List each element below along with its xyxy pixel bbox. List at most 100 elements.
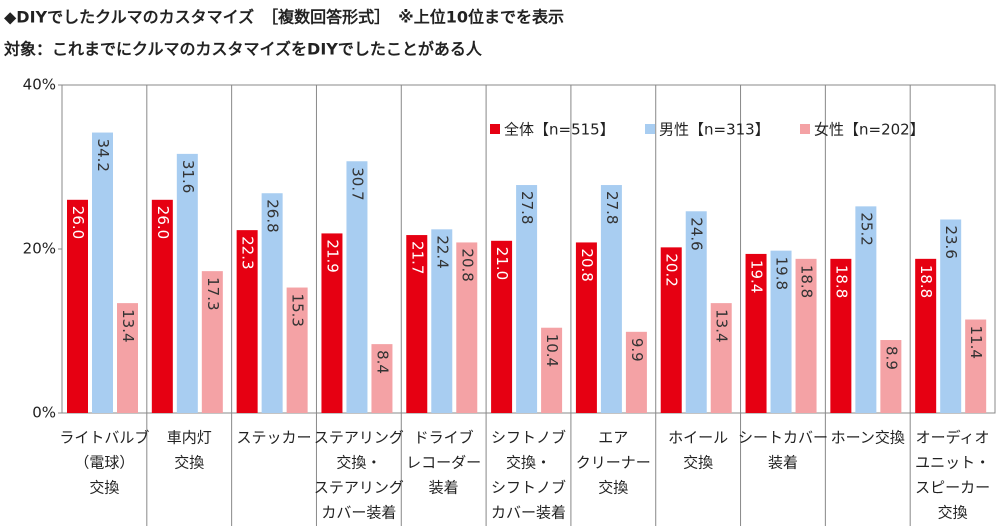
bar	[151, 199, 173, 413]
bar	[915, 258, 937, 413]
value-label: 26.0	[69, 206, 87, 239]
bar	[67, 199, 88, 413]
legend-label: 男性【n=313】	[659, 121, 770, 139]
value-label: 21.0	[493, 247, 511, 280]
bar	[965, 319, 987, 413]
value-label: 21.9	[323, 239, 341, 272]
x-tick-label: ユニット・	[915, 454, 990, 472]
value-label: 26.8	[264, 199, 282, 232]
value-label: 19.4	[748, 260, 766, 293]
bar	[880, 340, 902, 413]
bar	[371, 344, 393, 413]
bar	[286, 287, 308, 413]
x-tick-label: ステッカー	[237, 429, 312, 447]
value-label: 23.6	[942, 225, 960, 258]
value-label: 20.2	[663, 253, 681, 286]
x-tick-label: カバー装着	[321, 504, 396, 522]
y-tick-label: 0%	[32, 404, 56, 422]
x-tick-label: 交換	[174, 454, 204, 472]
value-label: 8.4	[373, 350, 391, 374]
value-label: 20.8	[578, 248, 596, 281]
bar	[346, 161, 368, 413]
x-tick-label: レコーダー	[406, 454, 481, 472]
x-tick-label: 交換	[89, 479, 119, 497]
x-tick-label: 交換・	[336, 454, 381, 472]
bar	[431, 229, 453, 413]
bar	[575, 242, 597, 413]
x-tick-label: カバー装着	[491, 504, 566, 522]
x-tick-label: スピーカー	[915, 479, 990, 497]
x-tick-label: ホイール	[668, 429, 728, 447]
bar	[321, 233, 343, 413]
x-tick-label: ステアリング	[314, 479, 404, 497]
value-label: 15.3	[289, 294, 307, 327]
x-tick-label: シートカバー	[738, 429, 828, 447]
value-label: 18.8	[832, 265, 850, 298]
x-tick-label: ステアリング	[314, 429, 404, 447]
value-label: 34.2	[94, 139, 112, 172]
value-label: 11.4	[967, 326, 985, 359]
legend-swatch	[645, 124, 655, 134]
bar	[855, 206, 877, 413]
value-label: 10.4	[543, 334, 561, 367]
value-label: 25.2	[857, 212, 875, 245]
x-tick-label: 車内灯	[167, 429, 212, 447]
bar	[685, 211, 707, 413]
value-label: 13.4	[119, 309, 137, 342]
value-label: 30.7	[348, 167, 366, 200]
bar	[940, 219, 962, 413]
value-label: 17.3	[204, 277, 222, 310]
legend-swatch	[490, 124, 500, 134]
bar	[541, 327, 563, 413]
bar	[261, 193, 283, 413]
bar	[117, 303, 138, 413]
x-tick-label: 装着	[429, 479, 459, 497]
value-label: 22.3	[239, 236, 257, 269]
x-tick-label: ライトバルブ	[59, 429, 149, 447]
value-label: 24.6	[688, 217, 706, 250]
x-tick-label: クリーナー	[576, 454, 651, 472]
bar	[92, 132, 113, 413]
x-tick-label: シフトノブ	[491, 429, 566, 447]
value-label: 31.6	[179, 160, 197, 193]
bar	[795, 258, 817, 413]
chart-subtitle: 対象：これまでにクルマのカスタマイズをDIYでしたことがある人	[3, 40, 483, 59]
value-label: 21.7	[408, 241, 426, 274]
bar	[625, 331, 647, 413]
x-tick-label: 装着	[768, 454, 798, 472]
bar	[710, 303, 732, 413]
bar	[406, 235, 428, 413]
bar	[491, 240, 513, 413]
bar	[660, 247, 682, 413]
x-tick-label: シフトノブ	[491, 479, 566, 497]
value-label: 22.4	[433, 235, 451, 268]
value-label: 9.9	[628, 338, 646, 362]
bar	[770, 250, 792, 413]
value-label: 19.8	[773, 257, 791, 290]
value-label: 18.8	[798, 265, 816, 298]
bar	[201, 271, 223, 413]
x-tick-label: 交換	[683, 454, 713, 472]
y-tick-label: 20%	[23, 240, 56, 258]
x-tick-label: （電球）	[74, 454, 134, 472]
x-tick-label: エア	[598, 429, 628, 447]
value-label: 8.9	[882, 346, 900, 370]
y-tick-label: 40%	[23, 76, 56, 94]
value-label: 13.4	[713, 309, 731, 342]
bar	[600, 185, 622, 413]
x-tick-label: ドライブ	[414, 429, 474, 447]
value-label: 20.8	[458, 248, 476, 281]
value-label: 27.8	[603, 191, 621, 224]
bar	[236, 230, 258, 413]
value-label: 27.8	[518, 191, 536, 224]
x-tick-label: 交換	[938, 504, 968, 522]
value-label: 26.0	[154, 206, 172, 239]
x-tick-label: ホーン交換	[831, 429, 905, 447]
bar	[176, 153, 198, 413]
bar	[830, 258, 852, 413]
bar	[456, 242, 478, 413]
bar	[745, 253, 767, 413]
value-label: 18.8	[917, 265, 935, 298]
x-tick-label: 交換	[598, 479, 628, 497]
